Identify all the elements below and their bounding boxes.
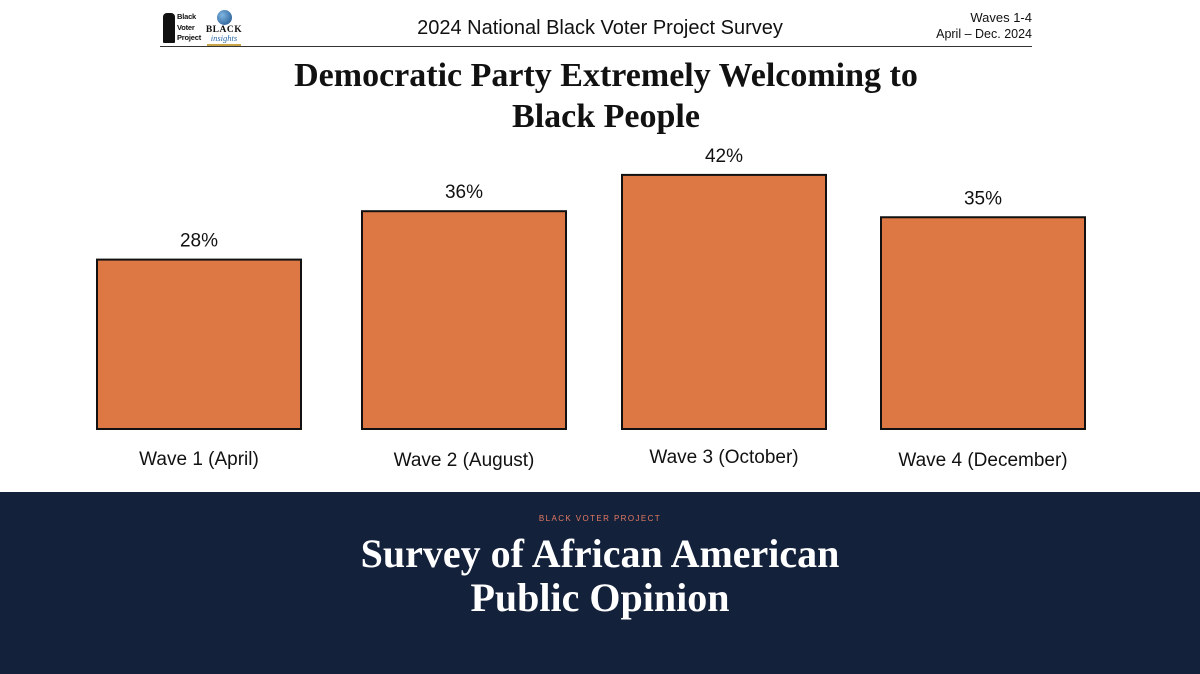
footer-banner: BLACK VOTER PROJECT Survey of African Am… [0,492,1200,674]
bar-3 [621,173,827,430]
black-insights-logo: BLACK insights [204,10,244,46]
category-label: Wave 1 (April) [139,449,259,470]
header-divider [160,46,1032,47]
category-label: Wave 2 (August) [394,450,535,471]
date-range: April – Dec. 2024 [936,27,1032,41]
footer-title: Survey of African American Public Opinio… [360,531,840,620]
chart-title-line: Black People [512,98,700,135]
logo-underline [207,44,241,46]
raised-fist-icon [163,13,175,43]
data-label: 42% [705,146,743,167]
globe-icon [216,10,232,25]
black-voter-project-logo: Black Voter Project [163,11,201,45]
logo-word: BLACK [205,25,243,35]
logo-word: Voter [177,22,195,32]
survey-title: 2024 National Black Voter Project Survey [417,17,783,39]
data-label: 36% [445,182,483,203]
bar-1 [96,258,302,430]
data-label: 28% [180,231,218,252]
bar-chart: 28% Wave 1 (April) 36% Wave 2 (August) 42% Wa… [96,146,1086,471]
chart-title: Democratic Party Extremely Welcoming to … [200,55,1012,137]
logo-word: Black [177,12,197,21]
wave-range: Waves 1-4 April – Dec. 2024 [936,9,1032,43]
bar-2 [361,210,567,430]
bar-4 [880,216,1086,430]
category-label: Wave 4 (December) [898,450,1067,471]
waves-label: Waves 1-4 [970,10,1032,25]
logo-wordmark: Black Voter Project [177,12,201,44]
footer-kicker: BLACK VOTER PROJECT [538,514,662,523]
logo-word: Project [177,33,202,42]
category-label: Wave 3 (October) [649,447,798,468]
chart-title-line: Democratic Party Extremely Welcoming to [294,57,918,94]
logo-word: insights [210,33,238,43]
data-label: 35% [964,188,1002,209]
